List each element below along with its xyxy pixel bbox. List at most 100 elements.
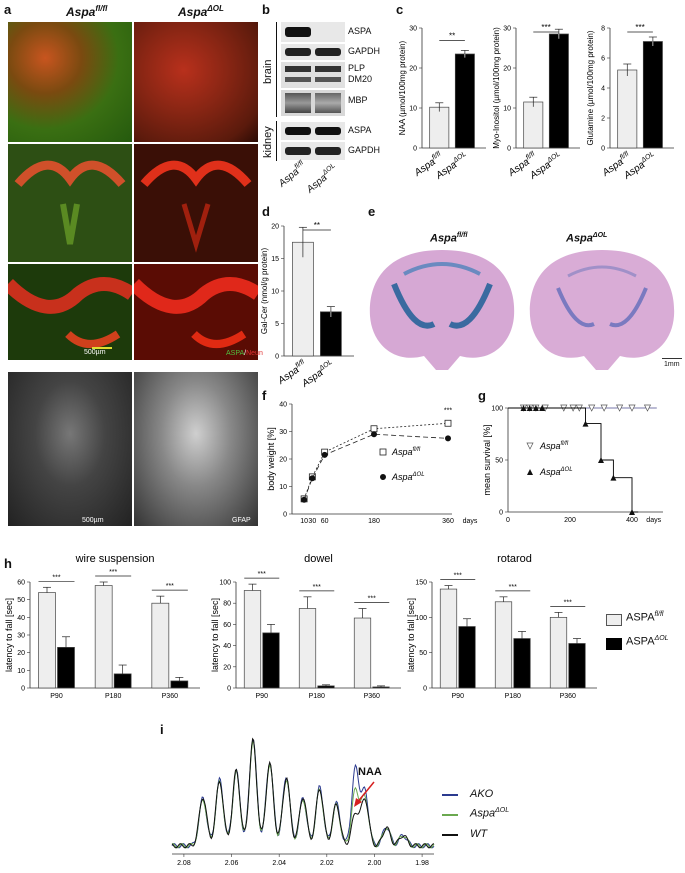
x-tick-label: 180 xyxy=(368,518,380,525)
y-tick-label: 40 xyxy=(279,402,287,409)
bar xyxy=(262,632,280,689)
legend-label-ol: AspaΔOL xyxy=(470,807,510,820)
significance-marker: *** xyxy=(258,571,266,578)
data-point xyxy=(526,405,533,411)
micrograph-ol-hippocampus xyxy=(134,144,258,262)
x-tick-label: 2.00 xyxy=(368,860,382,867)
data-point xyxy=(370,425,378,433)
y-tick-label: 20 xyxy=(17,650,25,657)
histology-label-ol: AspaΔOL xyxy=(566,232,608,245)
significance-marker: *** xyxy=(166,583,174,590)
y-axis-label: Myo-Inositol (µmol/100mg protein) xyxy=(492,27,501,149)
y-tick-label: 6 xyxy=(601,56,605,63)
data-point xyxy=(629,509,635,515)
y-tick-label: 0 xyxy=(227,686,231,693)
legend-i: AKO AspaΔOL WT xyxy=(442,788,562,848)
legend-label: AspaΔOL xyxy=(539,467,573,477)
significance-marker: *** xyxy=(52,574,60,581)
legend-line-wt xyxy=(442,834,458,836)
y-tick-label: 100 xyxy=(219,580,231,587)
data-point xyxy=(643,404,652,412)
blot-gapdh-kidney xyxy=(281,142,345,160)
legend-line-ol xyxy=(442,814,458,816)
y-tick-label: 80 xyxy=(223,601,231,608)
y-tick-label: 5 xyxy=(275,321,279,328)
significance-marker: ** xyxy=(314,221,320,230)
bar xyxy=(642,41,663,149)
y-tick-label: 0 xyxy=(275,354,279,361)
x-tick-label: P180 xyxy=(105,693,121,700)
y-tick-label: 0 xyxy=(507,146,511,153)
x-tick-label: P360 xyxy=(560,693,576,700)
y-tick-label: 50 xyxy=(419,650,427,657)
bar xyxy=(292,241,314,357)
y-tick-label: 40 xyxy=(223,643,231,650)
legend-swatch-ol xyxy=(606,638,622,650)
bar xyxy=(94,585,113,689)
data-point xyxy=(539,405,546,411)
data-point xyxy=(598,457,604,463)
blot-mbp xyxy=(281,90,345,116)
micrograph-fl-hippocampus xyxy=(8,144,132,262)
x-tick-label: 1.98 xyxy=(415,860,429,867)
y-axis-label: Gal-Cer (nmol/g protein) xyxy=(260,248,269,335)
x-tick-label: 360 xyxy=(442,518,454,525)
data-point xyxy=(628,404,636,412)
legend-marker xyxy=(380,474,386,480)
x-tick-label: P90 xyxy=(452,693,465,700)
bar xyxy=(170,680,189,689)
bar xyxy=(353,617,372,689)
chart-title: rotarod xyxy=(497,553,532,565)
bar xyxy=(151,602,170,689)
x-tick-label: P90 xyxy=(256,693,269,700)
y-tick-label: 0 xyxy=(21,686,25,693)
y-tick-label: 0 xyxy=(499,510,503,517)
data-point xyxy=(600,404,608,412)
bar xyxy=(523,101,544,149)
x-tick-label: 30 xyxy=(308,518,316,525)
stain-legend-aspa-neun: ASPA/Neun xyxy=(226,350,263,357)
x-tick-label: 200 xyxy=(564,517,576,524)
survival-curve xyxy=(508,407,639,513)
y-tick-label: 150 xyxy=(415,580,427,587)
series-line xyxy=(303,433,449,500)
x-unit-label: days xyxy=(463,518,478,525)
micrograph-gfap-ol xyxy=(134,372,258,526)
significance-marker: ** xyxy=(449,31,455,40)
y-tick-label: 20 xyxy=(409,66,417,73)
micrograph-ol-zoom xyxy=(134,264,258,360)
y-tick-label: 20 xyxy=(271,224,279,231)
y-tick-label: 0 xyxy=(413,146,417,153)
chart-title: wire suspension xyxy=(75,553,155,565)
x-tick-label: 10 xyxy=(300,518,308,525)
y-tick-label: 30 xyxy=(409,26,417,33)
x-tick-label: 2.06 xyxy=(225,860,239,867)
chart-dowel: dowel 0 20 40 60 80 100 latency to fall [sec] P9… xyxy=(210,553,401,700)
legend-label-ako: AKO xyxy=(470,788,494,800)
y-tick-label: 30 xyxy=(17,633,25,640)
data-point xyxy=(616,404,624,412)
legend-label-fl: ASPAfl/fl xyxy=(626,611,664,624)
significance-marker: *** xyxy=(368,596,376,603)
scale-bar-1mm: 1mm xyxy=(664,361,680,368)
bar xyxy=(38,592,56,689)
scale-bar-500um-a: 500µm xyxy=(84,349,106,356)
bar xyxy=(617,69,638,149)
y-tick-label: 60 xyxy=(223,622,231,629)
y-tick-label: 10 xyxy=(409,106,417,113)
y-tick-label: 20 xyxy=(503,66,511,73)
spectrum-line xyxy=(171,737,435,849)
band-label-mbp: MBP xyxy=(348,95,368,105)
bar xyxy=(317,685,335,689)
y-tick-label: 10 xyxy=(279,484,287,491)
y-tick-label: 100 xyxy=(491,406,503,413)
chart-nmr-spectrum: 2.08 2.06 2.04 2.02 2.00 1.98 xyxy=(171,737,435,867)
y-tick-label: 50 xyxy=(17,597,25,604)
histology-label-fl: Aspafl/fl xyxy=(430,232,468,245)
panel-a-col1-label: Aspafl/fl xyxy=(66,4,108,19)
blot-aspa-brain xyxy=(281,22,345,42)
